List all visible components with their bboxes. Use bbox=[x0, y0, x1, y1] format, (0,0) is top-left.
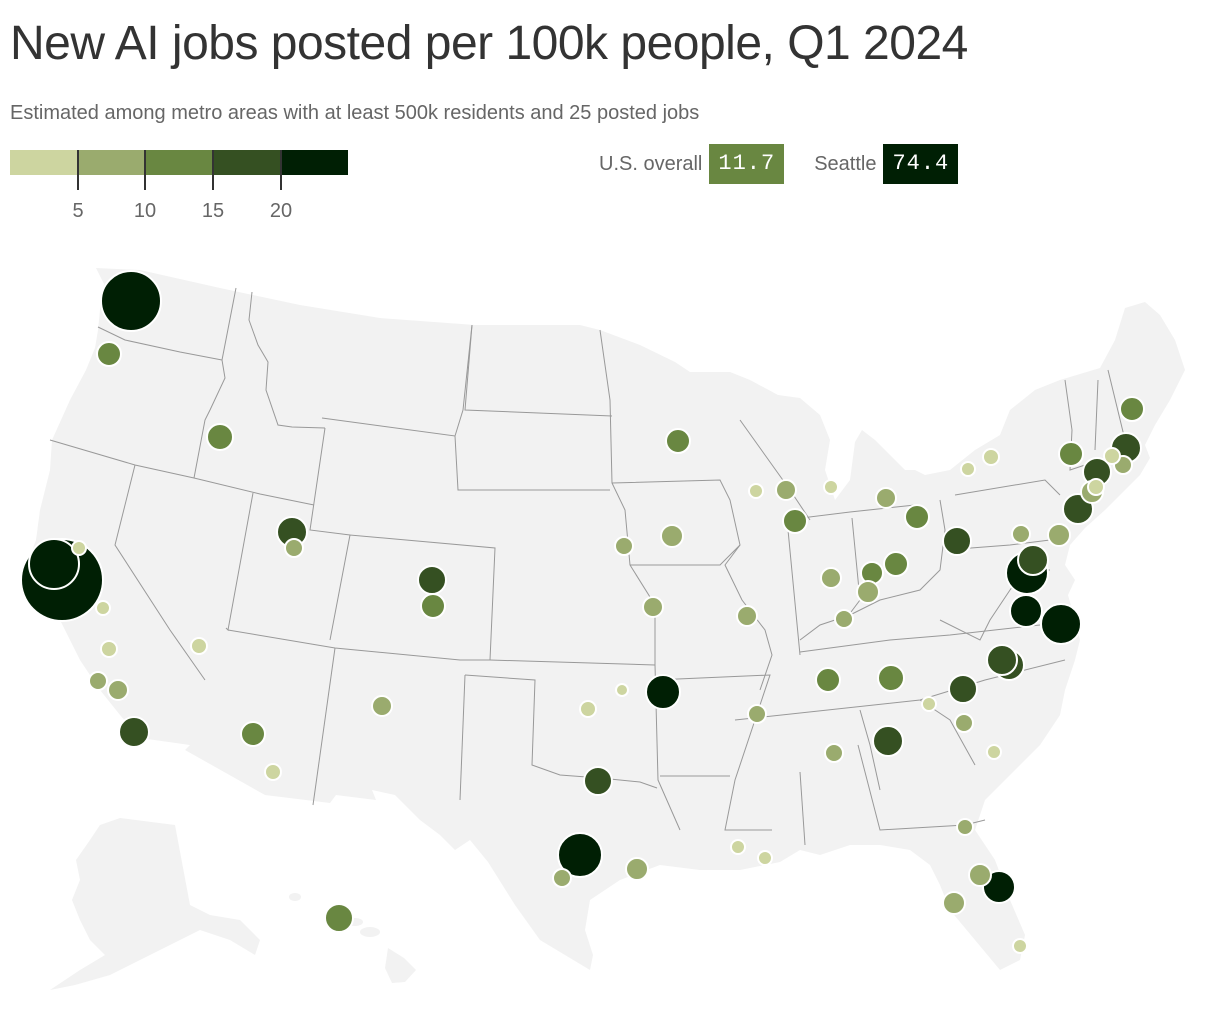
metro-bubble[interactable]: Buffalo bbox=[960, 461, 976, 477]
metro-bubble[interactable]: Kansas City bbox=[642, 596, 664, 618]
hawaii-kauai bbox=[289, 893, 301, 901]
metro-bubble[interactable]: Bakersfield bbox=[88, 671, 108, 691]
metro-bubble[interactable]: Tulsa bbox=[615, 683, 629, 697]
legend-swatch-bin-2 bbox=[145, 150, 213, 175]
hawaii-big-island bbox=[385, 948, 416, 983]
legend-tick-label-15: 15 bbox=[201, 200, 225, 222]
metro-bubble[interactable]: Boise bbox=[206, 423, 234, 451]
metro-bubble[interactable]: Greensboro bbox=[948, 674, 978, 704]
metro-bubble[interactable]: Phoenix bbox=[240, 721, 266, 747]
metro-bubble[interactable]: San Antonio bbox=[552, 868, 572, 888]
metro-bubble[interactable]: Austin bbox=[557, 832, 603, 878]
legend-swatch-bin-4 bbox=[280, 150, 348, 175]
metro-bubble[interactable]: Miami bbox=[1012, 938, 1028, 954]
metro-bubble[interactable]: Richmond bbox=[1009, 594, 1043, 628]
metro-bubble[interactable]: Las Vegas bbox=[190, 637, 208, 655]
metro-bubble[interactable]: Nashville bbox=[815, 667, 841, 693]
metro-bubble[interactable]: Portland ME bbox=[1119, 396, 1145, 422]
seattle-value: 74.4 bbox=[883, 144, 959, 184]
metro-bubble[interactable]: Sacramento bbox=[71, 540, 87, 556]
color-legend: 5 10 15 20 bbox=[10, 150, 348, 222]
metro-bubble[interactable]: Madison bbox=[748, 483, 764, 499]
metro-bubble[interactable]: Denver bbox=[417, 565, 447, 595]
legend-tick bbox=[280, 150, 282, 190]
metro-bubble[interactable]: Virginia Beach bbox=[1040, 603, 1082, 645]
chart-title: New AI jobs posted per 100k people, Q1 2… bbox=[10, 17, 968, 70]
metro-bubble[interactable]: Des Moines bbox=[660, 524, 684, 548]
metro-bubble[interactable]: Fresno bbox=[100, 640, 118, 658]
metro-bubble[interactable]: Los Angeles bbox=[118, 716, 150, 748]
hawaii-maui bbox=[360, 927, 380, 937]
metro-bubble[interactable]: Fayetteville AR bbox=[645, 674, 681, 710]
metro-bubble[interactable]: Albany bbox=[1058, 441, 1084, 467]
legend-bar bbox=[10, 150, 348, 175]
legend-tick-label-20: 20 bbox=[269, 200, 293, 222]
metro-bubble[interactable]: Memphis bbox=[747, 704, 767, 724]
legend-tick bbox=[144, 150, 146, 190]
legend-swatch-bin-0 bbox=[10, 150, 78, 175]
metro-bubble[interactable]: Milwaukee bbox=[775, 479, 797, 501]
metro-bubble[interactable]: Stockton bbox=[95, 600, 111, 616]
metro-bubble[interactable]: Birmingham bbox=[824, 743, 844, 763]
legend-tick-label-5: 5 bbox=[72, 200, 84, 222]
metro-bubble[interactable]: Oxnard bbox=[107, 679, 129, 701]
metro-bubble[interactable]: Louisville bbox=[834, 609, 854, 629]
us-overall-label: U.S. overall bbox=[599, 153, 703, 175]
metro-bubble[interactable]: Minneapolis bbox=[665, 428, 691, 454]
metro-bubble[interactable]: Worcester bbox=[1103, 447, 1121, 465]
metro-bubble[interactable]: Philadelphia bbox=[1047, 523, 1071, 547]
metro-bubble[interactable]: Oklahoma City bbox=[579, 700, 597, 718]
metro-bubble[interactable]: Allentown bbox=[1011, 524, 1031, 544]
legend-tick bbox=[77, 150, 79, 190]
metro-bubble[interactable]: Deltona bbox=[968, 863, 992, 887]
metro-bubble[interactable]: Dallas bbox=[583, 766, 613, 796]
metro-bubble[interactable]: Knoxville bbox=[877, 664, 905, 692]
state-boundaries bbox=[49, 287, 1126, 846]
seattle-label: Seattle bbox=[814, 153, 877, 175]
metro-bubble[interactable]: Charleston bbox=[986, 744, 1002, 760]
metro-bubble[interactable]: Portland bbox=[96, 341, 122, 367]
metro-bubble[interactable]: Durham bbox=[986, 644, 1018, 676]
metro-bubble[interactable]: Atlanta bbox=[872, 725, 904, 757]
us-map: San JoseSeattleSan FranciscoAustinWashin… bbox=[20, 268, 1185, 990]
metro-bubble[interactable]: Seattle bbox=[100, 270, 162, 332]
metro-bubble[interactable]: Grand Rapids bbox=[823, 479, 839, 495]
land-layer bbox=[25, 268, 1185, 990]
us-overall-value: 11.7 bbox=[709, 144, 785, 184]
metro-bubble[interactable]: Omaha bbox=[614, 536, 634, 556]
legend-swatch-bin-3 bbox=[212, 150, 281, 175]
metro-bubble[interactable]: Honolulu bbox=[324, 903, 354, 933]
legend-tick bbox=[212, 150, 214, 190]
metro-bubble[interactable]: Albuquerque bbox=[371, 695, 393, 717]
metro-bubble[interactable]: Jacksonville bbox=[956, 818, 974, 836]
metro-bubble[interactable]: Greenville bbox=[921, 696, 937, 712]
legend-swatch-bin-1 bbox=[77, 150, 146, 175]
metro-bubble[interactable]: San Francisco bbox=[28, 538, 80, 590]
metro-bubble[interactable]: Cincinnati bbox=[856, 580, 880, 604]
metro-bubble[interactable]: Colorado Springs bbox=[420, 593, 446, 619]
metro-bubble[interactable]: Columbus bbox=[883, 551, 909, 577]
metro-bubble[interactable]: New Orleans bbox=[757, 850, 773, 866]
metro-bubble[interactable]: Indianapolis bbox=[820, 567, 842, 589]
alaska-land bbox=[50, 818, 260, 990]
metro-bubble[interactable]: Tampa bbox=[942, 891, 966, 915]
metro-bubbles: San JoseSeattleSan FranciscoAustinWashin… bbox=[20, 270, 1145, 954]
highlight-callouts: U.S. overall 11.7 Seattle 74.4 bbox=[599, 144, 988, 184]
metro-bubble[interactable]: Houston bbox=[625, 857, 649, 881]
metro-bubble[interactable]: Toledo/Cleveland bbox=[904, 504, 930, 530]
metro-bubble[interactable]: Rochester bbox=[982, 448, 1000, 466]
contiguous-us-land bbox=[25, 268, 1185, 970]
metro-bubble[interactable]: Bridgeport bbox=[1087, 478, 1105, 496]
metro-bubble[interactable]: Baton Rouge bbox=[730, 839, 746, 855]
metro-bubble[interactable]: Charlotte bbox=[954, 713, 974, 733]
metro-bubble[interactable]: Tucson bbox=[264, 763, 282, 781]
metro-bubble[interactable]: Provo bbox=[284, 538, 304, 558]
metro-bubble[interactable]: Baltimore bbox=[1017, 544, 1049, 576]
metro-bubble[interactable]: Detroit bbox=[875, 487, 897, 509]
metro-bubble[interactable]: Pittsburgh bbox=[942, 526, 972, 556]
metro-bubble[interactable]: Chicago bbox=[782, 508, 808, 534]
legend-tick-label-10: 10 bbox=[133, 200, 157, 222]
metro-bubble[interactable]: St. Louis bbox=[736, 605, 758, 627]
chart-subtitle: Estimated among metro areas with at leas… bbox=[10, 102, 700, 124]
